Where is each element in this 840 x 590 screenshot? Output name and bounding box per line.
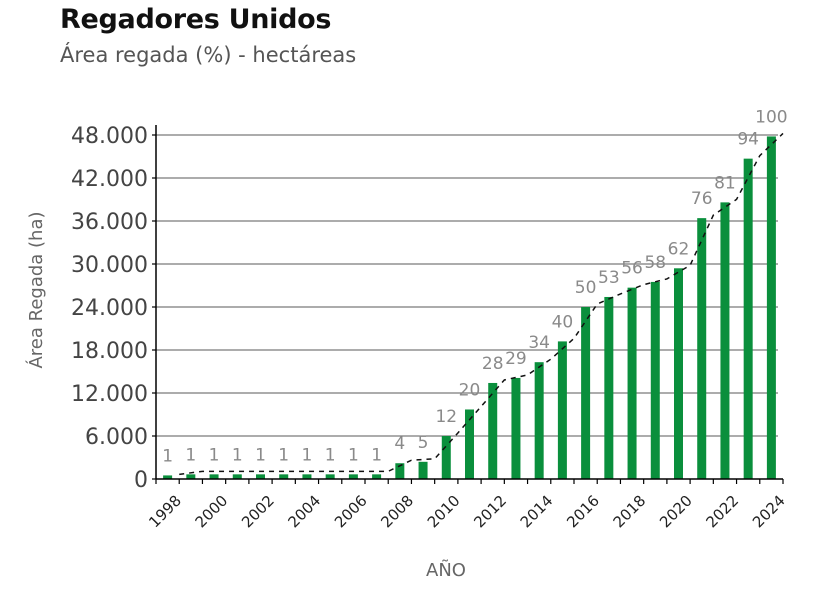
percent-label: 1: [278, 445, 289, 465]
percent-label: 34: [528, 333, 550, 353]
y-tick-label: 30.000: [71, 253, 148, 278]
bar-2010: [441, 436, 451, 479]
x-axis-ticks: 1998 2000 2002 2004 2006 2008 2010 2012 2014 2016…: [145, 492, 789, 532]
bar-2011: [465, 409, 474, 479]
axes: [155, 125, 784, 484]
percent-label: 1: [232, 445, 243, 465]
x-tick-label: 2002: [238, 492, 278, 532]
y-tick-label: 0: [134, 468, 148, 493]
percent-label: 100: [755, 107, 787, 127]
percent-label: 1: [209, 445, 220, 465]
percent-label: 1: [185, 445, 196, 465]
percent-label: 29: [505, 349, 527, 369]
percent-label: 62: [668, 239, 690, 259]
percent-label: 12: [435, 407, 457, 427]
x-tick-label: 2024: [749, 492, 789, 532]
bar-2015: [557, 341, 567, 479]
y-tick-label: 6.000: [85, 425, 148, 450]
percent-label: 1: [371, 445, 382, 465]
y-tick-label: 18.000: [71, 339, 148, 364]
bar-2006: [348, 474, 358, 479]
bar-1998: [163, 475, 173, 479]
x-tick-label: 2012: [470, 492, 510, 532]
percent-label: 1: [348, 445, 359, 465]
bar-2021: [697, 218, 707, 479]
percent-label: 81: [714, 173, 736, 193]
bars: [163, 136, 776, 479]
x-tick-label: 2022: [703, 492, 743, 532]
x-tick-label: 2014: [517, 492, 557, 532]
percent-label: 56: [621, 259, 643, 279]
y-tick-label: 42.000: [71, 167, 148, 192]
bar-2004: [302, 474, 312, 479]
bar-2024: [766, 136, 776, 479]
bar-2001: [232, 474, 242, 479]
bar-2019: [650, 281, 660, 479]
x-tick-label: 2018: [610, 492, 650, 532]
bar-1999: [186, 474, 196, 479]
chart-subtitle: Área regada (%) - hectáreas: [60, 43, 357, 67]
percent-label: 1: [325, 445, 336, 465]
trend-line: [179, 132, 784, 476]
bar-2009: [418, 461, 428, 479]
y-axis-label: Área Regada (ha): [25, 211, 47, 368]
percent-label: 20: [459, 380, 481, 400]
bar-2016: [581, 307, 591, 479]
x-tick-label: 2000: [192, 492, 232, 532]
y-tick-label: 24.000: [71, 296, 148, 321]
percent-label: 53: [598, 268, 620, 288]
percent-label: 1: [162, 446, 173, 466]
bar-2002: [256, 474, 265, 479]
percent-label: 5: [418, 433, 429, 453]
bar-2022: [720, 202, 730, 479]
y-tick-label: 48.000: [71, 124, 148, 149]
percent-label: 1: [255, 445, 266, 465]
x-axis-label: AÑO: [426, 559, 466, 581]
bar-2017: [604, 296, 614, 479]
x-tick-label: 2020: [656, 492, 696, 532]
x-tick-label: 2004: [285, 492, 325, 532]
percent-label: 94: [737, 130, 759, 150]
x-tick-label: 1998: [145, 492, 185, 532]
bar-2005: [325, 474, 335, 479]
percent-label: 1: [302, 445, 313, 465]
x-tick-label: 2010: [424, 492, 464, 532]
bar-2013: [511, 377, 521, 479]
bar-2008: [395, 463, 405, 479]
y-tick-label: 36.000: [71, 210, 148, 235]
percent-label: 76: [691, 189, 713, 209]
percent-label: 50: [575, 278, 597, 298]
percent-label: 4: [394, 434, 405, 454]
x-tick-label: 2006: [331, 492, 371, 532]
percent-label: 58: [644, 253, 666, 273]
y-tick-label: 12.000: [71, 382, 148, 407]
bar-2018: [627, 287, 637, 479]
bar-2020: [674, 268, 683, 479]
y-axis-ticks: 0 6.000 12.000 18.000 24.000 30.000 36.000 42.0…: [71, 124, 156, 493]
x-tick-label: 2008: [377, 492, 417, 532]
percent-label: 28: [482, 354, 504, 374]
bar-2023: [743, 158, 753, 479]
bar-2014: [534, 362, 544, 479]
bar-2007: [372, 474, 382, 479]
bar-2000: [209, 474, 219, 479]
chart-title: Regadores Unidos: [60, 4, 332, 35]
x-tick-label: 2016: [563, 492, 603, 532]
bar-2003: [279, 474, 289, 479]
bar-2012: [488, 382, 498, 479]
percent-label: 40: [552, 312, 574, 332]
